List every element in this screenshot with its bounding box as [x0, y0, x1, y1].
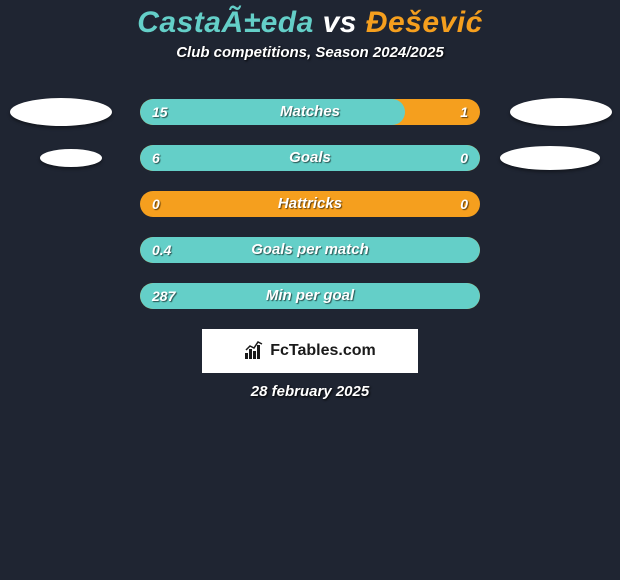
player1-name: CastaÃ±eda	[137, 6, 314, 39]
stat-label: Hattricks	[140, 191, 480, 217]
logo[interactable]: FcTables.com	[244, 341, 376, 361]
stat-row: 0.4Goals per match	[0, 237, 620, 263]
date: 28 february 2025	[0, 383, 620, 400]
left-marker	[10, 98, 112, 126]
right-marker	[500, 146, 600, 170]
stat-row: 287Min per goal	[0, 283, 620, 309]
stat-label: Matches	[140, 99, 480, 125]
stat-label: Min per goal	[140, 283, 480, 309]
right-marker	[510, 98, 612, 126]
left-marker	[40, 149, 102, 167]
stat-rows-container: 151Matches 60Goals 00Hattricks 0.4Goals per…	[0, 99, 620, 309]
stat-row: 60Goals	[0, 145, 620, 171]
comparison-title: CastaÃ±eda vs Đešević	[0, 0, 620, 44]
stat-row: 151Matches	[0, 99, 620, 125]
vs-text: vs	[314, 6, 366, 39]
logo-text: FcTables.com	[270, 342, 376, 360]
logo-box: FcTables.com	[202, 329, 418, 373]
stat-label: Goals per match	[140, 237, 480, 263]
player2-name: Đešević	[366, 6, 483, 39]
stat-row: 00Hattricks	[0, 191, 620, 217]
chart-icon	[244, 341, 266, 361]
stat-label: Goals	[140, 145, 480, 171]
subtitle: Club competitions, Season 2024/2025	[0, 44, 620, 61]
